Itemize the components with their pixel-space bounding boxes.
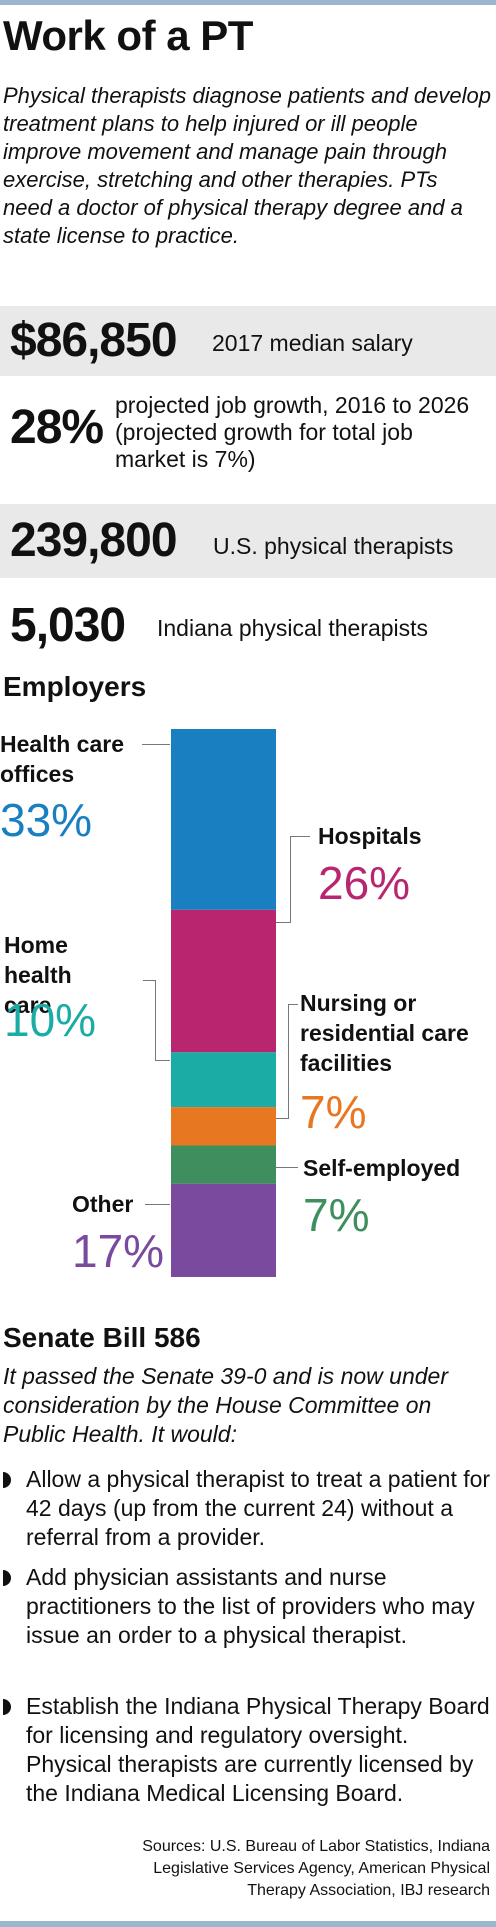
label-hospitals: Hospitals (318, 823, 422, 849)
bullet-marker-icon (3, 1699, 11, 1715)
leader-nursing-h2 (288, 1004, 298, 1005)
stat-label: U.S. physical therapists (213, 533, 454, 559)
stat-value: 28% (10, 401, 104, 454)
stat-us-pts: 239,800 U.S. physical therapists (0, 504, 496, 578)
pct-nursing-residential: 7% (300, 1086, 367, 1138)
label-home-health-care: Home health care (4, 932, 72, 1018)
leader-hospitals-h2 (290, 836, 310, 837)
senate-intro: It passed the Senate 39-0 and is now und… (3, 1363, 448, 1447)
top-rule (0, 0, 496, 5)
stat-label: projected job growth, 2016 to 2026 (proj… (115, 392, 470, 472)
bar-segment-nursing-or-residential-care-facilities (171, 1107, 276, 1146)
bullet-marker-icon (3, 1570, 11, 1586)
stat-label: Indiana physical therapists (157, 615, 429, 641)
bullet-text: Add physician assistants and nurse pract… (26, 1564, 475, 1648)
bar-segment-self-employed (171, 1145, 276, 1184)
bar-segment-other (171, 1183, 276, 1277)
stat-job-growth: 28% projected job growth, 2016 to 2026 (… (0, 386, 496, 494)
bullet-marker-icon (3, 1472, 11, 1488)
pct-hospitals: 26% (318, 857, 411, 909)
leader-hospitals-v (290, 836, 291, 923)
leader-health-care-offices (142, 744, 170, 745)
leader-nursing-v (288, 1004, 289, 1119)
employers-heading: Employers (3, 671, 147, 702)
bar-segment-home-health-care (171, 1052, 276, 1108)
pct-self-employed: 7% (303, 1189, 370, 1241)
leader-hospitals-h1 (276, 922, 290, 923)
pct-health-care-offices: 33% (0, 794, 93, 846)
bar-segment-health-care-offices (171, 729, 276, 910)
bar-segment-hospitals (171, 909, 276, 1053)
senate-heading: Senate Bill 586 (3, 1322, 201, 1353)
intro-paragraph: Physical therapists diagnose patients an… (3, 83, 491, 248)
bullet-text: Establish the Indiana Physical Therapy B… (26, 1693, 490, 1806)
bullet-text: Allow a physical therapist to treat a pa… (26, 1466, 491, 1550)
label-self-employed: Self-employed (303, 1155, 461, 1181)
leader-home-health-h2 (155, 1060, 170, 1061)
stat-value: 5,030 (10, 599, 126, 652)
leader-home-health-v (155, 980, 156, 1060)
pct-home-health-care: 10% (4, 994, 97, 1046)
pct-other: 17% (72, 1225, 165, 1277)
stat-indiana-pts: 5,030 Indiana physical therapists (0, 588, 496, 660)
leader-home-health-h1 (143, 980, 155, 981)
stat-salary: $86,850 2017 median salary (0, 306, 496, 376)
leader-other (145, 1204, 170, 1205)
leader-nursing-h1 (276, 1118, 288, 1119)
leader-self-employed (276, 1167, 298, 1168)
label-other: Other (72, 1191, 134, 1217)
label-health-care-offices: Health care offices (0, 731, 125, 787)
sources-credit: Sources: U.S. Bureau of Labor Statistics… (142, 1838, 490, 1899)
stat-value: 239,800 (10, 514, 178, 567)
page-title: Work of a PT (3, 12, 253, 59)
bottom-rule (0, 1921, 496, 1927)
stat-label: 2017 median salary (212, 330, 413, 356)
label-nursing-residential: Nursing or residential care facilities (300, 990, 469, 1076)
stat-value: $86,850 (10, 314, 178, 367)
